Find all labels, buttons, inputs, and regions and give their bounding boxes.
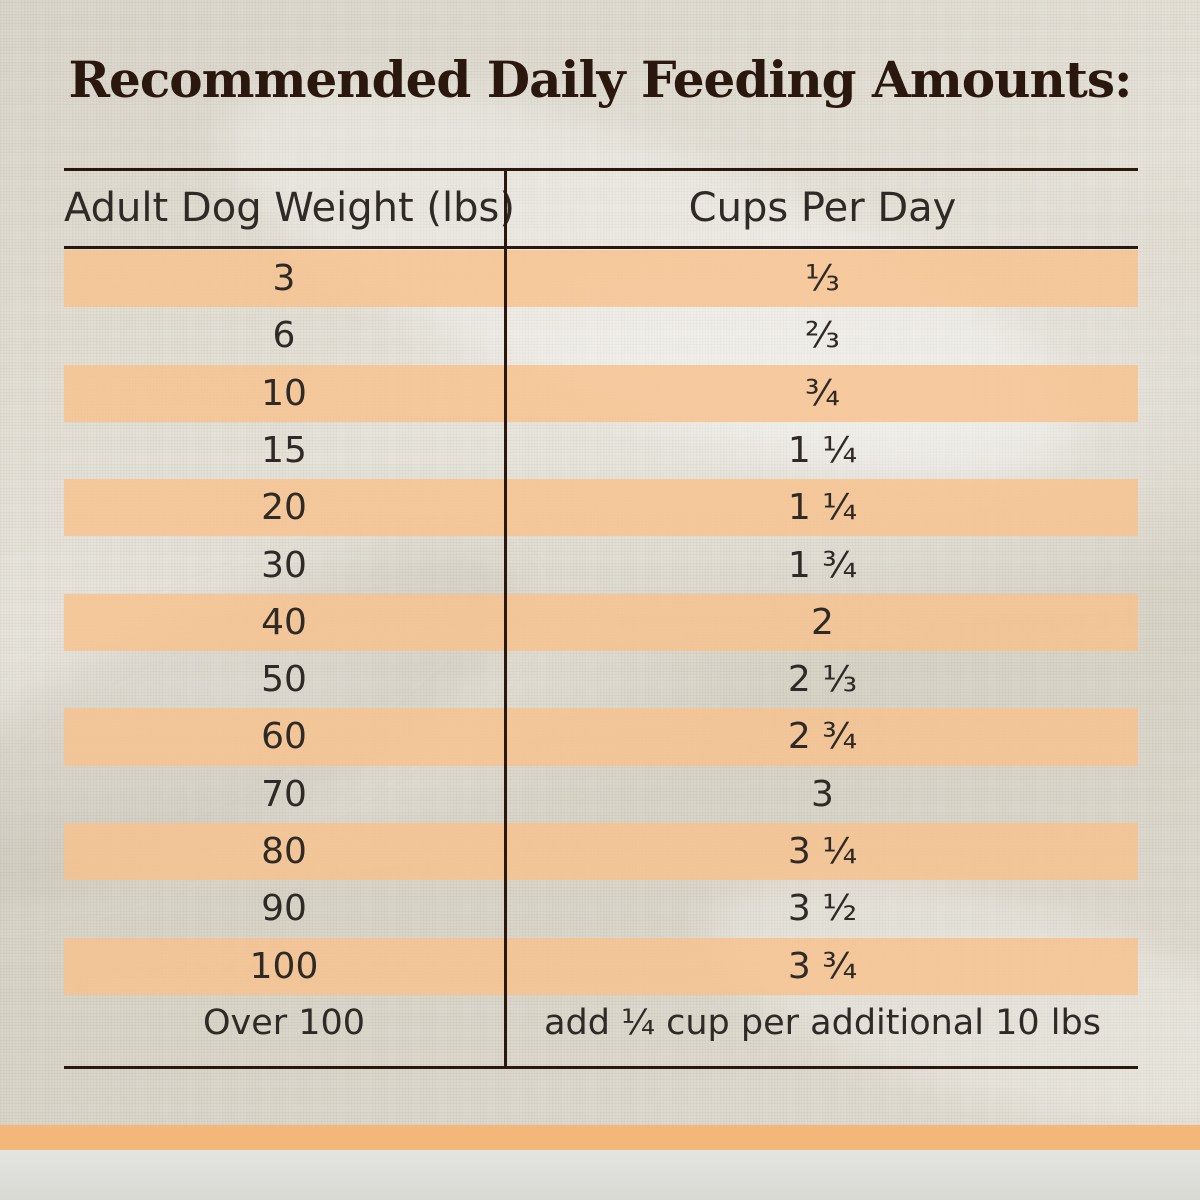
- cell-cups: 3 ½: [787, 888, 858, 930]
- table-row: 40 2: [64, 593, 1138, 652]
- table-bottom-rule: [64, 1066, 1138, 1069]
- cell-weight: 6: [272, 315, 296, 357]
- cell-cups: 1 ¾: [787, 544, 858, 586]
- cell-cups: 2 ⅓: [787, 659, 858, 701]
- table-top-rule: [64, 168, 1138, 171]
- cell-weight: 3: [272, 258, 296, 299]
- table-row: 20 1 ¼: [64, 479, 1138, 537]
- cell-weight: 15: [261, 429, 307, 471]
- cell-weight: 30: [261, 544, 307, 586]
- cell-weight: 70: [261, 773, 307, 815]
- bottom-accent-band: [0, 1125, 1200, 1150]
- table-header-rule: [64, 246, 1138, 249]
- cell-cups: 1 ¼: [787, 429, 858, 471]
- cell-weight: Over 100: [202, 1002, 366, 1043]
- cell-weight: 50: [261, 659, 307, 701]
- cell-cups: add ¼ cup per additional 10 lbs: [544, 1002, 1101, 1043]
- table-row: 30 1 ¾: [64, 537, 1138, 594]
- table-row: 80 3 ¼: [64, 823, 1138, 881]
- table-header-row: Adult Dog Weight (lbs) Cups Per Day: [64, 171, 1138, 246]
- cell-cups: ⅔: [805, 315, 840, 357]
- table-row: 90 3 ½: [64, 880, 1138, 937]
- cell-cups: 3: [811, 773, 834, 815]
- cell-cups: 2 ¾: [787, 716, 858, 758]
- cell-weight: 80: [261, 831, 307, 872]
- cell-cups: 2: [811, 601, 834, 643]
- table-row: Over 100 add ¼ cup per additional 10 lbs: [64, 995, 1138, 1052]
- cell-cups: 3 ¼: [787, 831, 858, 872]
- table-row: 60 2 ¾: [64, 708, 1138, 766]
- table-row: 10 ¾: [64, 364, 1138, 422]
- cell-cups: ⅓: [805, 258, 840, 299]
- cell-weight: 40: [261, 601, 307, 643]
- table-row: 50 2 ⅓: [64, 651, 1138, 708]
- table-row: 100 3 ¾: [64, 937, 1138, 995]
- cell-weight: 20: [261, 487, 307, 529]
- cell-weight: 100: [249, 945, 319, 987]
- cell-cups: 1 ¼: [787, 487, 858, 529]
- column-divider: [504, 168, 507, 1068]
- page-title: Recommended Daily Feeding Amounts:: [68, 50, 1133, 109]
- bottom-strip: [0, 1150, 1200, 1200]
- header-weight: Adult Dog Weight (lbs): [64, 185, 515, 231]
- cell-cups: ¾: [805, 372, 840, 414]
- table-row: 15 1 ¼: [64, 422, 1138, 479]
- cell-weight: 90: [261, 888, 307, 930]
- cell-weight: 10: [261, 372, 307, 414]
- table-row: 70 3: [64, 766, 1138, 823]
- cell-weight: 60: [261, 716, 307, 758]
- header-cups: Cups Per Day: [688, 185, 957, 231]
- cell-cups: 3 ¾: [787, 945, 858, 987]
